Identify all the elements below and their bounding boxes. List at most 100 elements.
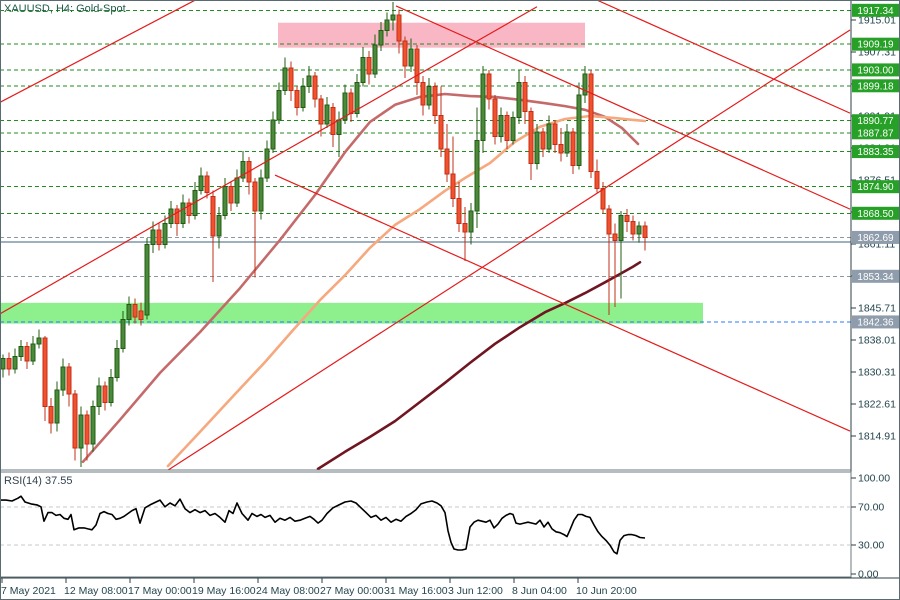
candle-bearish xyxy=(396,14,402,42)
candle-bullish xyxy=(144,243,150,316)
price-level-badge xyxy=(852,3,899,17)
descending-trendline-3[interactable] xyxy=(274,174,851,432)
candle-bearish xyxy=(174,208,180,225)
candle-bullish xyxy=(18,345,24,358)
price-level-badge-label: 1853.34 xyxy=(857,272,894,283)
rsi-panel-border xyxy=(0,471,852,578)
price-level-badge xyxy=(852,126,899,140)
candle-bearish xyxy=(66,366,72,395)
candle-bullish xyxy=(582,73,588,96)
candle-bullish xyxy=(300,86,306,108)
candle-bearish xyxy=(630,221,636,235)
time-tick-label: 3 Jun 12:00 xyxy=(448,585,503,597)
rsi-tick-label: 30.00 xyxy=(858,540,884,552)
candle-bearish xyxy=(252,181,258,212)
candle-bullish xyxy=(162,223,168,245)
candle-bullish xyxy=(198,175,204,191)
support-zone[interactable] xyxy=(0,302,703,324)
candle-bullish xyxy=(12,356,18,370)
price-axis-background xyxy=(851,0,900,600)
candle-bullish xyxy=(324,104,330,125)
time-tick-label: 12 May 08:00 xyxy=(64,585,128,597)
ascending-trendline-1[interactable] xyxy=(0,0,197,103)
candle-bearish xyxy=(606,208,612,235)
ascending-trendline-2[interactable] xyxy=(0,6,538,315)
candle-bullish xyxy=(114,347,120,378)
candle-bullish xyxy=(354,81,360,115)
candle-bullish xyxy=(546,123,552,150)
descending-trendline-2[interactable] xyxy=(395,5,851,210)
candle-bullish xyxy=(510,117,516,142)
resistance-zone[interactable] xyxy=(278,22,585,48)
candle-bearish xyxy=(528,110,534,164)
candle-bearish xyxy=(462,223,468,233)
candle-bearish xyxy=(6,358,12,370)
candle-bearish xyxy=(366,56,372,75)
price-level-badge-label: 1890.77 xyxy=(857,116,894,127)
candle-bearish xyxy=(330,106,336,135)
descending-trendline-1[interactable] xyxy=(596,0,851,114)
candle-bullish xyxy=(576,94,582,166)
time-tick-label: 31 May 16:00 xyxy=(384,585,448,597)
candle-bearish xyxy=(570,131,576,166)
candle-bearish xyxy=(102,385,108,403)
candle-bearish xyxy=(210,196,216,237)
candle-bullish xyxy=(372,44,378,75)
candle-bearish xyxy=(588,73,594,173)
candle-bearish xyxy=(558,144,564,154)
candle-bullish xyxy=(360,56,366,83)
rsi-line xyxy=(0,495,646,555)
zones-layer xyxy=(0,22,703,324)
price-tick-label: 1915.01 xyxy=(858,15,896,27)
price-level-badge xyxy=(852,79,899,93)
candle-bullish xyxy=(258,177,264,212)
candle-bearish xyxy=(138,310,144,320)
candle-bullish xyxy=(216,214,222,237)
rsi-tick-label: 100.00 xyxy=(858,473,890,485)
price-level-badge xyxy=(852,206,899,220)
ma-maroon xyxy=(316,260,642,471)
price-level-badge xyxy=(852,63,899,77)
rsi-tick-label: 70.00 xyxy=(858,501,884,513)
candle-bullish xyxy=(564,131,570,154)
time-tick-label: 17 May 00:00 xyxy=(128,585,192,597)
candle-bearish xyxy=(132,304,138,318)
time-axis-layer: 7 May 2021 12 May 08:00 17 May 00:00 19 May… xyxy=(0,577,900,597)
price-level-badge-label: 1862.69 xyxy=(857,233,894,244)
candle-bullish xyxy=(636,225,642,235)
candle-bullish xyxy=(498,115,504,137)
candle-bearish xyxy=(84,414,90,445)
candle-bullish xyxy=(480,73,486,142)
price-level-badge-label: 1868.50 xyxy=(857,209,894,220)
price-level-badge-label: 1874.90 xyxy=(857,182,894,193)
candle-bullish xyxy=(426,86,432,106)
candle-bullish xyxy=(270,119,276,150)
candle-bearish xyxy=(42,337,48,408)
candle-bearish xyxy=(72,393,78,449)
candle-bearish xyxy=(552,123,558,146)
candle-bearish xyxy=(594,171,600,189)
price-level-badge-label: 1917.34 xyxy=(857,6,894,17)
candle-bullish xyxy=(342,92,348,121)
candle-bullish xyxy=(336,119,342,135)
candle-bearish xyxy=(402,40,408,67)
candle-bearish xyxy=(294,90,300,108)
candle-bullish xyxy=(222,185,228,216)
candle-bullish xyxy=(78,414,84,449)
price-tick-label: 1838.01 xyxy=(858,335,896,347)
candle-bearish xyxy=(414,48,420,83)
candle-bullish xyxy=(408,48,414,67)
ascending-trendline-3[interactable] xyxy=(167,29,851,471)
candle-bullish xyxy=(108,376,114,403)
candle-bullish xyxy=(90,406,96,445)
candle-bullish xyxy=(468,210,474,233)
price-level-badge xyxy=(852,37,899,51)
candle-bullish xyxy=(240,160,246,179)
candle-bearish xyxy=(438,115,444,150)
candle-bearish xyxy=(486,73,492,100)
price-level-badge xyxy=(852,145,899,159)
candle-bearish xyxy=(492,98,498,137)
ma-salmon xyxy=(166,114,647,468)
